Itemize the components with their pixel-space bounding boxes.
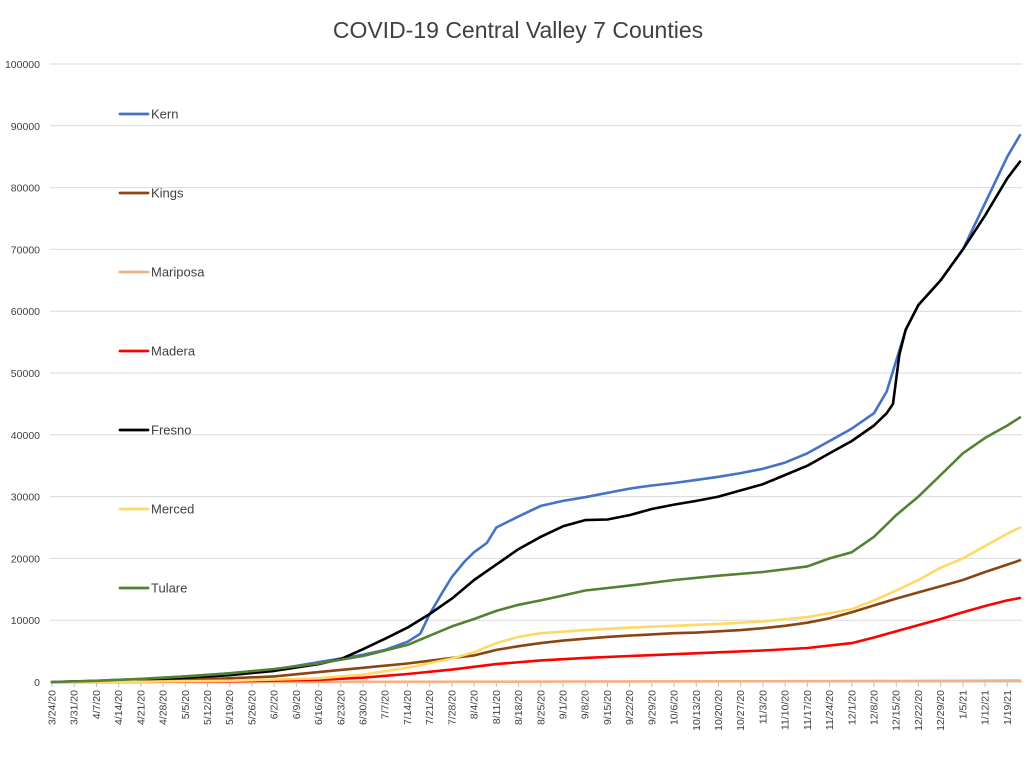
x-tick-label: 1/19/21 [1002, 690, 1014, 725]
x-tick-label: 12/1/20 [846, 690, 858, 725]
y-tick-label: 60000 [11, 306, 40, 318]
x-tick-label: 3/31/20 [69, 690, 81, 725]
series-line-merced [50, 526, 1022, 684]
x-tick-label: 6/23/20 [335, 690, 347, 725]
x-tick-label: 11/3/20 [757, 690, 769, 724]
x-tick-label: 9/22/20 [624, 690, 636, 725]
y-tick-label: 100000 [5, 59, 40, 71]
x-tick-label: 3/24/20 [47, 690, 59, 725]
x-tick-label: 6/9/20 [291, 690, 303, 719]
y-tick-label: 70000 [11, 244, 40, 256]
y-tick-label: 20000 [11, 553, 40, 565]
x-tick-label: 6/2/20 [269, 690, 281, 719]
series-line-kings [50, 558, 1022, 684]
x-tick-label: 5/26/20 [246, 690, 258, 725]
x-axis-ticks: 3/24/20 3/31/20 4/7/20 4/14/20 4/21/20 4/28/2… [47, 682, 1014, 731]
x-tick-label: 11/24/20 [824, 690, 836, 730]
x-tick-label: 8/18/20 [513, 690, 525, 725]
x-tick-label: 8/11/20 [491, 690, 503, 724]
x-tick-label: 7/14/20 [402, 690, 414, 725]
x-tick-label: 4/28/20 [158, 690, 170, 725]
legend-label-kings: Kings [151, 186, 184, 201]
series-line-tulare [50, 416, 1022, 684]
series-layer [50, 133, 1022, 684]
x-tick-label: 5/5/20 [180, 690, 192, 719]
x-tick-label: 10/27/20 [735, 690, 747, 731]
x-tick-label: 1/12/21 [980, 690, 992, 725]
x-tick-label: 4/7/20 [91, 690, 103, 719]
y-tick-label: 10000 [11, 615, 40, 627]
x-tick-label: 11/17/20 [802, 690, 814, 730]
legend-label-merced: Merced [151, 502, 194, 517]
y-tick-label: 40000 [11, 430, 40, 442]
x-tick-label: 12/8/20 [869, 690, 881, 725]
x-tick-label: 7/21/20 [424, 690, 436, 725]
x-tick-label: 12/22/20 [913, 690, 925, 731]
grid-layer [50, 63, 1022, 683]
legend-label-tulare: Tulare [151, 581, 187, 596]
x-tick-label: 9/8/20 [580, 690, 592, 719]
series-line-madera [50, 596, 1022, 684]
legend-label-madera: Madera [151, 344, 196, 359]
y-tick-label: 50000 [11, 368, 40, 380]
x-tick-label: 12/29/20 [935, 690, 947, 731]
x-tick-label: 9/29/20 [646, 690, 658, 725]
x-tick-label: 10/13/20 [691, 690, 703, 731]
y-tick-label: 30000 [11, 492, 40, 504]
x-tick-label: 7/28/20 [446, 690, 458, 725]
legend: Kern Kings Mariposa Madera Fresno Merced Tular… [118, 107, 205, 596]
x-tick-label: 6/30/20 [358, 690, 370, 725]
x-tick-label: 5/12/20 [202, 690, 214, 725]
y-tick-label: 0 [34, 677, 40, 689]
legend-label-fresno: Fresno [151, 423, 191, 438]
x-tick-label: 12/15/20 [891, 690, 903, 731]
chart-title: COVID-19 Central Valley 7 Counties [333, 17, 703, 43]
x-tick-label: 5/19/20 [224, 690, 236, 725]
x-tick-label: 7/7/20 [380, 690, 392, 719]
x-tick-label: 1/5/21 [957, 690, 969, 719]
x-tick-label: 10/6/20 [669, 690, 681, 725]
x-tick-label: 4/21/20 [135, 690, 147, 725]
x-tick-label: 8/4/20 [469, 690, 481, 719]
y-tick-label: 80000 [11, 183, 40, 195]
x-tick-label: 10/20/20 [713, 690, 725, 731]
x-tick-label: 9/15/20 [602, 690, 614, 725]
legend-label-mariposa: Mariposa [151, 265, 205, 280]
x-tick-label: 8/25/20 [535, 690, 547, 725]
legend-label-kern: Kern [151, 107, 178, 122]
x-tick-label: 11/10/20 [780, 690, 792, 730]
y-tick-label: 90000 [11, 121, 40, 133]
x-tick-label: 6/16/20 [313, 690, 325, 725]
y-axis-ticks: 0 10000 20000 30000 40000 50000 60000 70000 8000… [5, 59, 40, 689]
x-tick-label: 4/14/20 [113, 690, 125, 725]
x-tick-label: 9/1/20 [557, 690, 569, 719]
